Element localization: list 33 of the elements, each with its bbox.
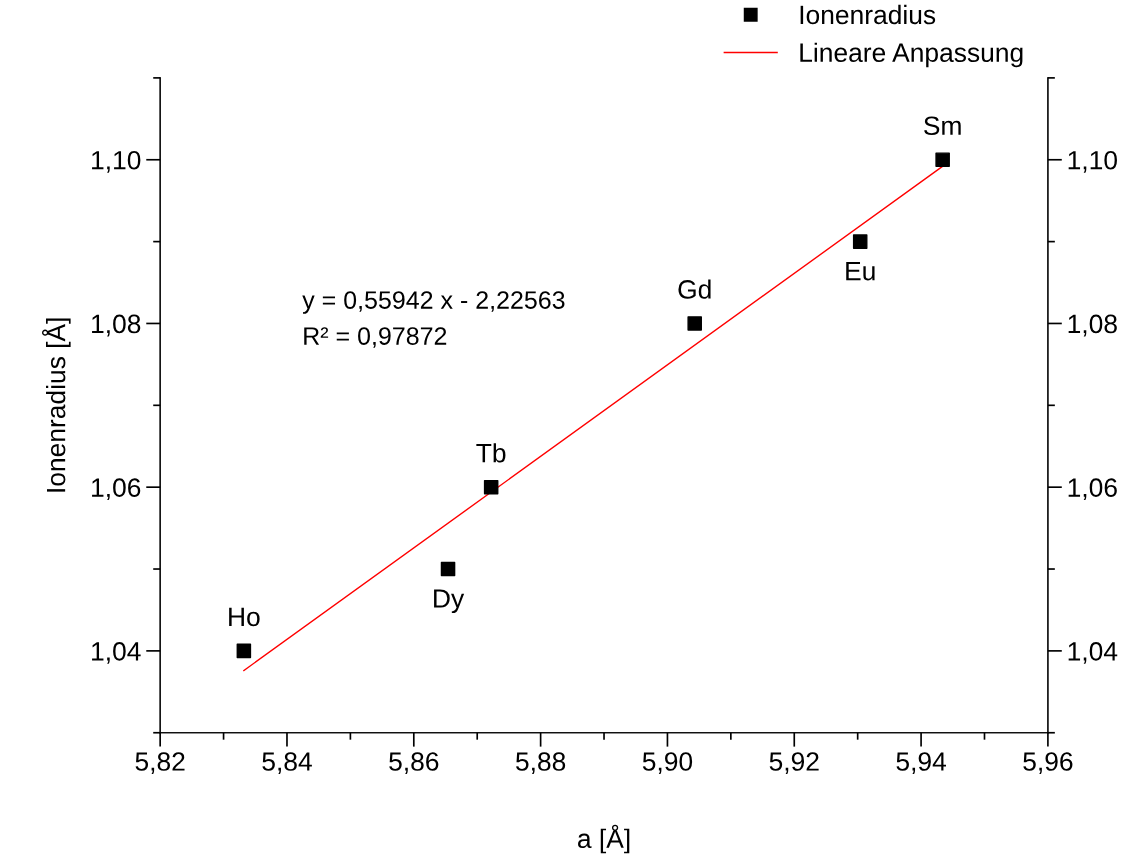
x-tick-label: 5,86 bbox=[389, 752, 439, 774]
y-tick-label: 1,08 bbox=[92, 314, 141, 337]
point bbox=[852, 234, 868, 249]
y2-tick-label: 1,04 bbox=[1068, 642, 1118, 664]
x-tick-label: 5,92 bbox=[769, 752, 819, 774]
point bbox=[687, 316, 702, 331]
y-tick-label: 1,06 bbox=[92, 478, 141, 501]
x-tick-label: 5,84 bbox=[262, 752, 312, 774]
x-axis-title: a [Å] bbox=[578, 824, 630, 854]
annotation: Ho bbox=[229, 607, 260, 627]
annotation: Dy bbox=[434, 589, 465, 614]
y2-tick-label: 1,06 bbox=[1068, 478, 1117, 501]
point bbox=[483, 479, 499, 495]
point bbox=[440, 561, 456, 577]
point bbox=[236, 643, 252, 659]
y-axis-title: Ionenradius [Å] bbox=[42, 318, 71, 492]
x-tick-label: 5,94 bbox=[896, 752, 946, 774]
x-tick-label: 5,88 bbox=[516, 752, 566, 774]
annotation: y = 0,55942 x - 2,22563 R² = 0,97872 bbox=[302, 291, 565, 348]
x-tick-label: 5,96 bbox=[1023, 752, 1073, 774]
x-tick-label: 5,82 bbox=[135, 752, 185, 774]
annotation: Sm bbox=[924, 116, 961, 136]
legend-label: Ionenradius bbox=[800, 4, 936, 25]
annotation: Tb bbox=[476, 443, 506, 463]
legend-label: Lineare Anpassung bbox=[800, 42, 1023, 68]
y-tick-label: 1,10 bbox=[92, 150, 141, 173]
annotation: Eu bbox=[846, 262, 875, 281]
annotation: Gd bbox=[678, 279, 711, 299]
y-tick-label: 1,04 bbox=[92, 642, 141, 664]
point bbox=[935, 152, 950, 168]
x-tick-label: 5,90 bbox=[642, 752, 693, 774]
y2-tick-label: 1,08 bbox=[1068, 314, 1117, 337]
y2-tick-label: 1,10 bbox=[1068, 150, 1117, 173]
